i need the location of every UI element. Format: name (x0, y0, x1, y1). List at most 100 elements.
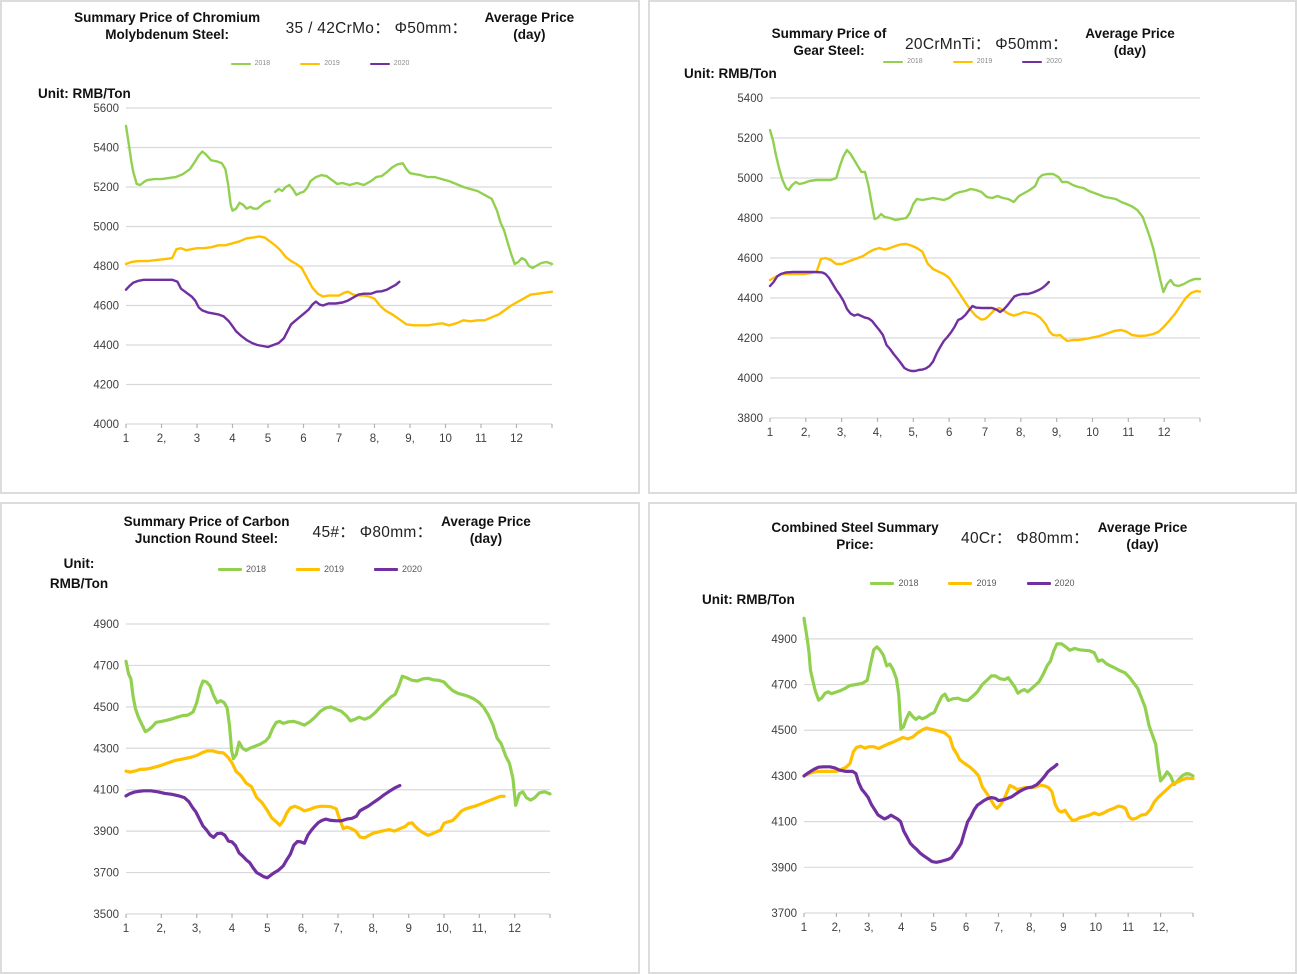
chart-title-spec: 20CrMnTi： Φ50mm： (904, 35, 1068, 53)
chart-legend: 2018 2019 2020 (2, 564, 638, 574)
legend-item-2018: 2018 (230, 60, 270, 67)
chart-legend: 2018 2019 2020 (2, 60, 638, 67)
legend-swatch-2018 (883, 60, 904, 63)
svg-text:4100: 4100 (93, 785, 119, 797)
svg-text:5000: 5000 (93, 222, 119, 234)
chart-title-spec: 35 / 42CrMo： Φ50mm： (285, 19, 468, 37)
legend-swatch-2020 (369, 62, 390, 65)
svg-text:1: 1 (123, 433, 129, 445)
legend-swatch-2018 (230, 62, 251, 65)
svg-text:3700: 3700 (93, 868, 119, 880)
svg-text:2,: 2, (157, 923, 167, 935)
legend-item-2018: 2018 (883, 58, 923, 65)
svg-text:1: 1 (767, 427, 773, 439)
svg-text:11,: 11, (472, 923, 487, 935)
legend-item-2019: 2019 (295, 564, 345, 574)
svg-text:4900: 4900 (771, 634, 797, 646)
legend-label: 2020 (402, 564, 423, 574)
chart-title: Summary Price of Carbon Junction Round S… (2, 514, 638, 548)
svg-text:11: 11 (1122, 427, 1134, 439)
legend-label: 2019 (323, 564, 345, 574)
unit-label: Unit: RMB/Ton (49, 556, 109, 591)
svg-text:3: 3 (194, 433, 200, 445)
legend-label: 2019 (976, 58, 993, 65)
svg-text:6,: 6, (298, 923, 308, 935)
svg-text:4600: 4600 (93, 301, 119, 313)
svg-text:8,: 8, (370, 433, 380, 445)
chart-title-suffix: Average Price (day) (484, 10, 575, 42)
svg-text:3800: 3800 (737, 413, 763, 425)
panel-carbon-round-steel: Summary Price of Carbon Junction Round S… (0, 502, 640, 974)
chart-title-main: Summary Price of Carbon Junction Round S… (123, 514, 290, 546)
legend-swatch-2018 (870, 581, 895, 585)
svg-text:4600: 4600 (737, 253, 763, 265)
chart-title-suffix: Average Price (day) (1097, 520, 1188, 552)
panel-gear-steel: Summary Price of Gear Steel: 20CrMnTi： Φ… (648, 0, 1297, 494)
carbon-round-steel-price-chart: 3500 3700 3900 4100 4300 4500 4700 4900 1 2, 3, 4 5 6… (93, 619, 552, 935)
svg-text:9: 9 (1060, 922, 1066, 934)
svg-text:5200: 5200 (737, 133, 763, 145)
svg-text:4: 4 (229, 923, 236, 935)
svg-text:7: 7 (982, 427, 988, 439)
svg-text:4500: 4500 (93, 702, 119, 714)
legend-swatch-2020 (1022, 60, 1043, 63)
svg-text:7,: 7, (333, 923, 343, 935)
chart-title-main: Combined Steel Summary Price: (771, 520, 939, 552)
svg-text:4200: 4200 (93, 380, 119, 392)
svg-text:9: 9 (405, 923, 411, 935)
svg-text:1: 1 (801, 922, 807, 934)
legend-item-2020: 2020 (369, 60, 409, 67)
svg-text:9,: 9, (1052, 427, 1062, 439)
svg-text:5200: 5200 (93, 182, 119, 194)
svg-text:10: 10 (439, 433, 452, 445)
svg-text:12: 12 (508, 923, 521, 935)
chart-title: Combined Steel Summary Price: 40Cr： Φ80m… (650, 520, 1295, 554)
chart-legend: 2018 2019 2020 (650, 578, 1295, 588)
legend-label: 2020 (1046, 58, 1062, 65)
svg-text:8,: 8, (369, 923, 379, 935)
svg-text:5,: 5, (909, 427, 919, 439)
svg-text:7: 7 (336, 433, 342, 445)
svg-text:3700: 3700 (771, 908, 797, 920)
svg-text:2,: 2, (832, 922, 842, 934)
chart-title-spec: 40Cr： Φ80mm： (961, 529, 1089, 547)
legend-item-2020: 2020 (374, 564, 422, 574)
svg-text:3,: 3, (837, 427, 847, 439)
svg-text:3900: 3900 (771, 862, 797, 874)
svg-text:12,: 12, (1153, 922, 1169, 934)
legend-label: 2018 (898, 578, 919, 588)
legend-swatch-2018 (217, 567, 242, 571)
svg-text:5: 5 (265, 433, 271, 445)
svg-text:3500: 3500 (93, 909, 119, 921)
svg-text:4900: 4900 (93, 619, 119, 631)
panel-chromium-molybdenum: Summary Price of Chromium Molybdenum Ste… (0, 0, 640, 494)
chart-title-main: Summary Price of Gear Steel: (771, 26, 887, 58)
chart-legend: 2018 2019 2020 (650, 58, 1295, 65)
svg-text:6: 6 (300, 433, 306, 445)
legend-item-2019: 2019 (948, 578, 997, 588)
svg-text:12: 12 (1158, 427, 1171, 439)
legend-swatch-2020 (374, 567, 399, 571)
svg-text:1: 1 (123, 923, 129, 935)
legend-label: 2018 (907, 58, 923, 65)
svg-text:5400: 5400 (737, 93, 763, 105)
svg-text:11: 11 (1122, 922, 1134, 934)
svg-text:5000: 5000 (737, 173, 763, 185)
svg-text:4200: 4200 (737, 333, 763, 345)
svg-text:10: 10 (1089, 922, 1102, 934)
svg-text:3,: 3, (192, 923, 202, 935)
chart-title-suffix: Average Price (day) (1085, 26, 1175, 58)
svg-text:4100: 4100 (771, 817, 797, 829)
legend-item-2018: 2018 (870, 578, 918, 588)
legend-item-2018: 2018 (217, 564, 266, 574)
svg-text:5: 5 (264, 923, 270, 935)
svg-text:4000: 4000 (737, 373, 763, 385)
chart-title: Summary Price of Chromium Molybdenum Ste… (2, 10, 638, 44)
svg-text:5400: 5400 (93, 143, 119, 155)
gear-steel-price-chart: 3800 4000 4200 4400 4600 4800 5000 5200 5400 1 2, 3… (737, 93, 1202, 439)
panel-combined-steel: Combined Steel Summary Price: 40Cr： Φ80m… (648, 502, 1297, 974)
unit-label: Unit: RMB/Ton (684, 66, 777, 81)
svg-text:3900: 3900 (93, 826, 119, 838)
chromium-molybdenum-price-chart: 4000 4200 4400 4600 4800 5000 5200 5400 5600 1 2, 3… (93, 103, 554, 445)
